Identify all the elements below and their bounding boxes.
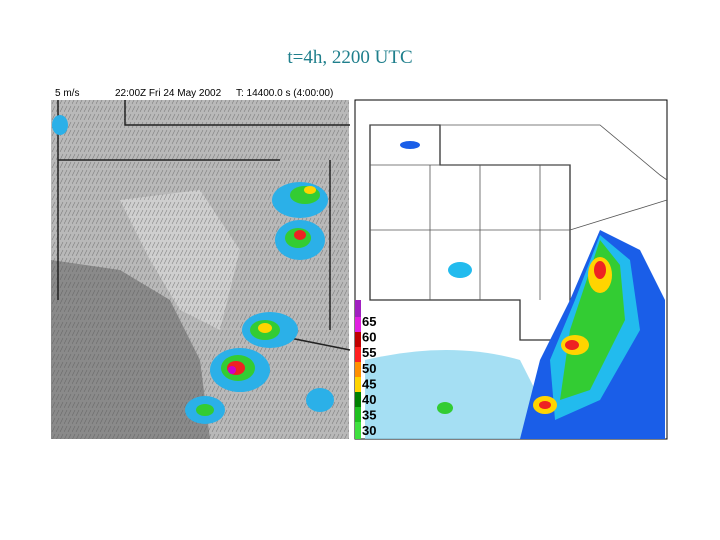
legend-label: 30	[362, 423, 376, 438]
model-panel: 5 m/s 22:00Z Fri 24 May 2002 T: 14400.0 …	[50, 83, 351, 439]
storm-cells	[52, 115, 334, 424]
legend-label: 35	[362, 408, 376, 423]
legend-label: 60	[362, 330, 376, 345]
elapsed-time: T: 14400.0 s (4:00:00)	[236, 88, 333, 99]
legend-label: 50	[362, 361, 376, 376]
radar-echoes	[400, 141, 665, 439]
wind-scale: 5 m/s	[55, 88, 79, 99]
slide-title: t=4h, 2200 UTC	[287, 47, 412, 68]
legend-label: 55	[362, 345, 376, 360]
valid-time: 22:00Z Fri 24 May 2002	[115, 88, 222, 99]
legend-label: 45	[362, 376, 376, 391]
legend-label: 65	[362, 314, 376, 329]
legend-label: 40	[362, 392, 376, 407]
